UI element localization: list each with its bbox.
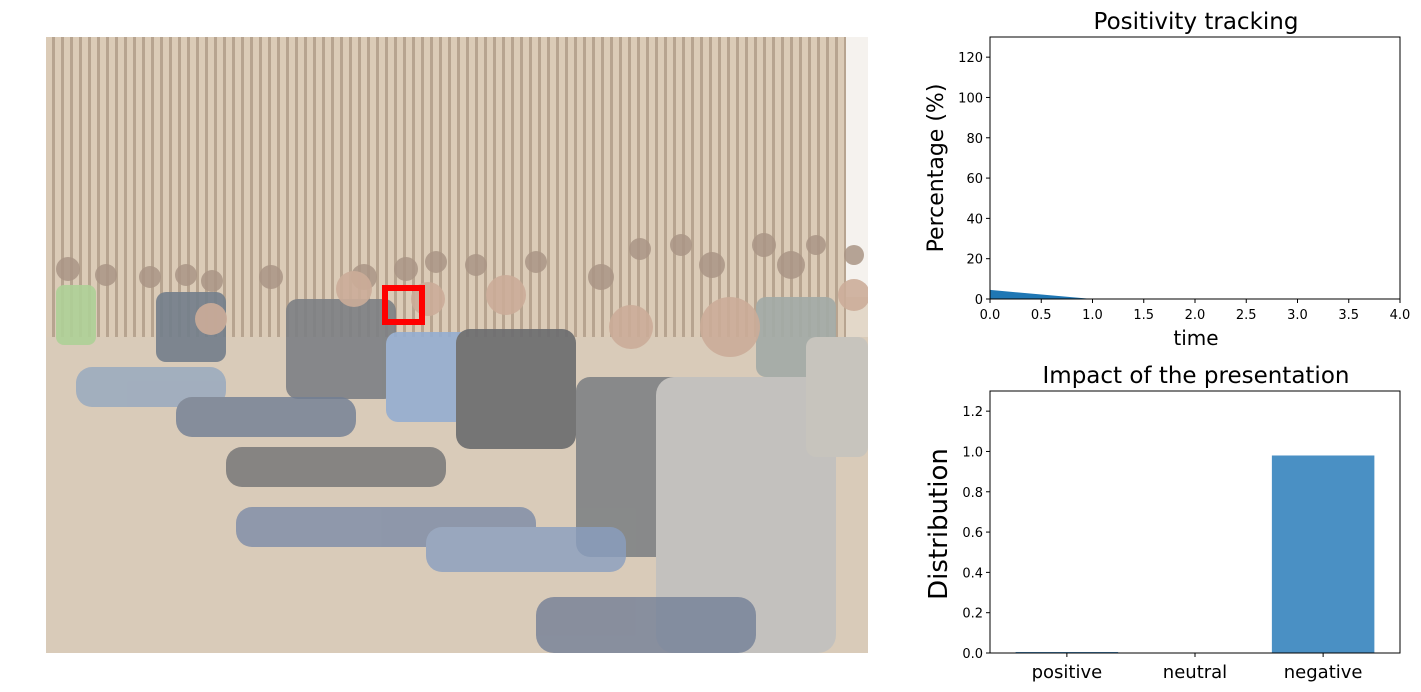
positivity-ytick-label: 40 bbox=[966, 212, 983, 227]
impact-chart-ylabel: Distribution bbox=[924, 448, 954, 600]
positivity-xtick-label: 4.0 bbox=[1390, 308, 1411, 323]
audience-photo-drawing bbox=[46, 37, 868, 653]
positivity-xtick-label: 3.5 bbox=[1338, 308, 1359, 323]
positivity-xtick-label: 2.0 bbox=[1185, 308, 1206, 323]
impact-xtick-label: neutral bbox=[1163, 662, 1227, 683]
impact-ytick-label: 0.6 bbox=[962, 526, 983, 541]
positivity-xtick-label: 0.5 bbox=[1031, 308, 1052, 323]
positivity-xtick-label: 1.5 bbox=[1133, 308, 1154, 323]
positivity-xtick-label: 1.0 bbox=[1082, 308, 1103, 323]
impact-ytick-label: 1.2 bbox=[962, 405, 983, 420]
impact-chart-title: Impact of the presentation bbox=[1043, 363, 1350, 389]
face-detection-box bbox=[382, 285, 425, 325]
audience-photo bbox=[46, 37, 868, 653]
positivity-chart-xlabel: time bbox=[1173, 326, 1218, 350]
positivity-ytick-label: 100 bbox=[958, 91, 983, 106]
positivity-chart-ylabel: Percentage (%) bbox=[924, 84, 949, 253]
impact-chart: Impact of the presentation 0.0 0.2 0.4 0.6 0… bbox=[924, 363, 1401, 683]
impact-bar-positive bbox=[1015, 651, 1119, 653]
positivity-ytick-label: 20 bbox=[966, 253, 983, 268]
positivity-area bbox=[990, 289, 1093, 299]
positivity-chart: Positivity tracking 0 20 40 60 80 100 120 0.0 0… bbox=[924, 9, 1410, 350]
impact-ytick-label: 0.4 bbox=[962, 566, 983, 581]
positivity-chart-frame bbox=[989, 36, 1401, 300]
impact-ytick-label: 1.0 bbox=[962, 445, 983, 460]
impact-ytick-label: 0.8 bbox=[962, 486, 983, 501]
impact-ytick-label: 0.2 bbox=[962, 607, 983, 622]
positivity-xtick-label: 0.0 bbox=[980, 308, 1001, 323]
positivity-ytick-label: 120 bbox=[958, 51, 983, 66]
positivity-ytick-label: 60 bbox=[966, 172, 983, 187]
impact-xtick-label: positive bbox=[1032, 662, 1103, 683]
positivity-xtick-label: 3.0 bbox=[1287, 308, 1308, 323]
impact-xtick-label: negative bbox=[1284, 662, 1363, 683]
impact-bar-negative bbox=[1271, 455, 1375, 653]
impact-ytick-label: 0.0 bbox=[962, 647, 983, 662]
positivity-chart-title: Positivity tracking bbox=[1094, 9, 1299, 35]
positivity-ytick-label: 80 bbox=[966, 132, 983, 147]
positivity-ytick-label: 0 bbox=[975, 293, 983, 308]
positivity-xtick-label: 2.5 bbox=[1236, 308, 1257, 323]
